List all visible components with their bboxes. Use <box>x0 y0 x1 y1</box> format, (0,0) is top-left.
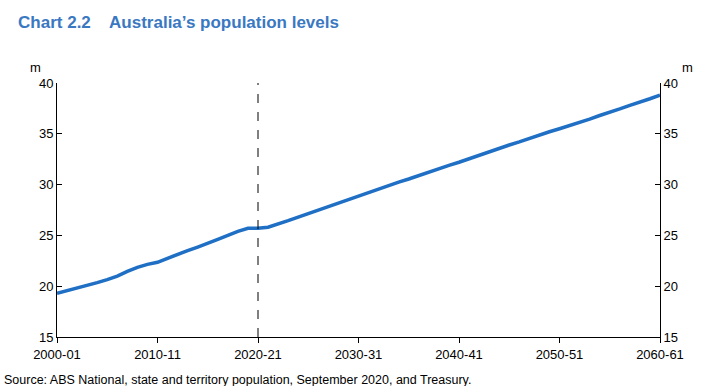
svg-text:m: m <box>682 60 693 75</box>
svg-text:2030-31: 2030-31 <box>335 347 383 362</box>
svg-text:2000-01: 2000-01 <box>33 347 81 362</box>
svg-text:2050-51: 2050-51 <box>536 347 584 362</box>
svg-text:m: m <box>30 60 41 75</box>
svg-text:30: 30 <box>664 177 678 192</box>
svg-text:2020-21: 2020-21 <box>234 347 282 362</box>
svg-text:30: 30 <box>39 177 53 192</box>
svg-text:15: 15 <box>664 330 678 345</box>
svg-text:20: 20 <box>664 279 678 294</box>
svg-text:35: 35 <box>664 126 678 141</box>
svg-text:2040-41: 2040-41 <box>435 347 483 362</box>
svg-text:20: 20 <box>39 279 53 294</box>
svg-text:40: 40 <box>664 76 678 91</box>
svg-text:25: 25 <box>39 228 53 243</box>
svg-text:35: 35 <box>39 126 53 141</box>
svg-text:2060-61: 2060-61 <box>636 347 684 362</box>
svg-text:2010-11: 2010-11 <box>134 347 181 362</box>
svg-text:40: 40 <box>39 76 53 91</box>
svg-text:Chart 2.2 Australia’s popul: Chart 2.2 Australia’s population levels <box>18 13 339 32</box>
svg-text:Source: ABS National, state an: Source: ABS National, state and territor… <box>4 373 471 386</box>
svg-text:25: 25 <box>664 228 678 243</box>
svg-text:15: 15 <box>39 330 53 345</box>
